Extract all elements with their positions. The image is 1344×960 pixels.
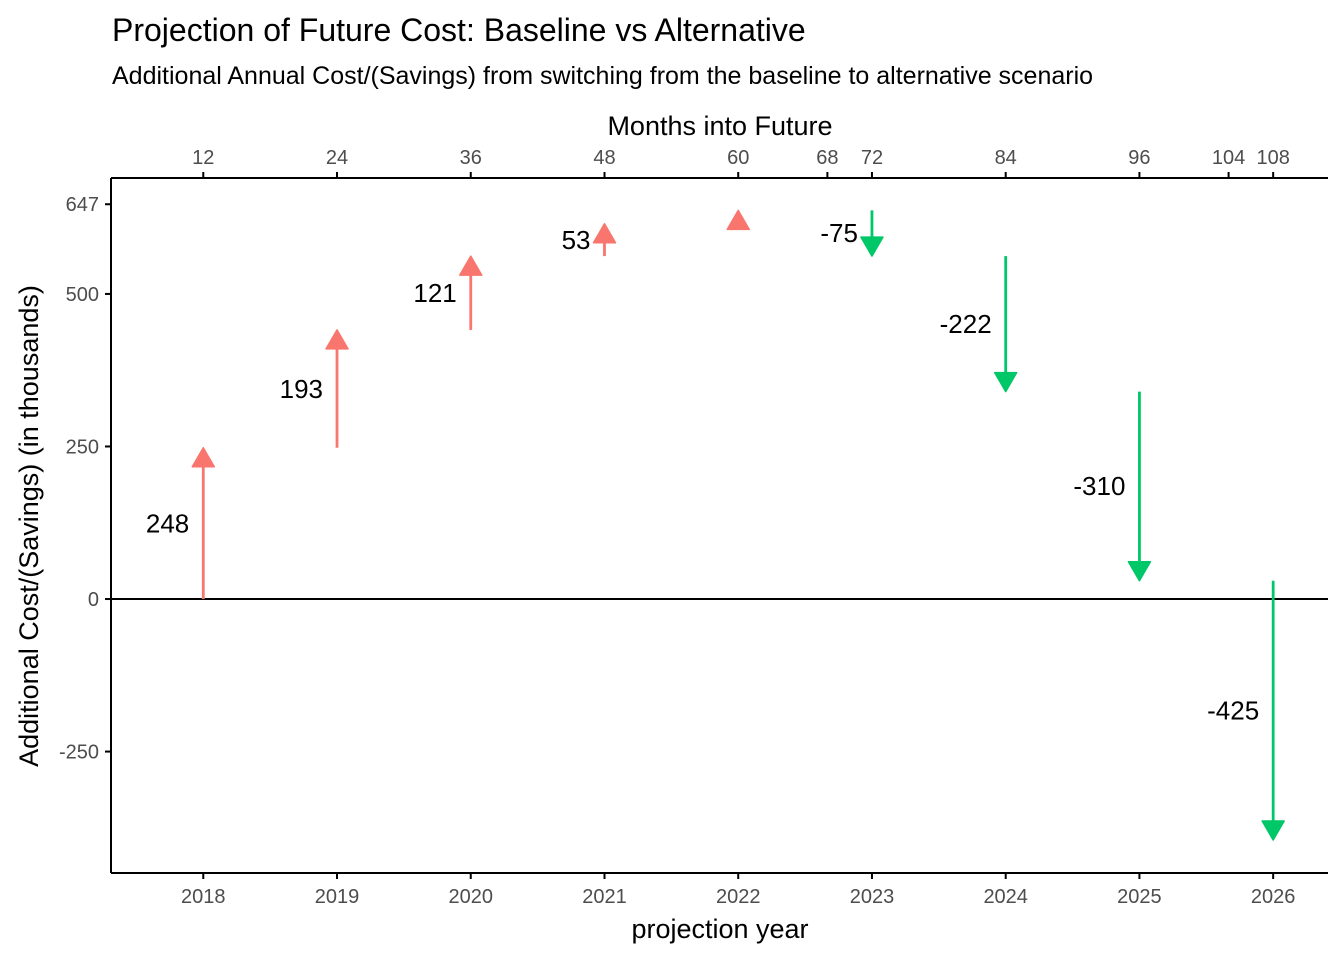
arrow-head <box>459 255 483 276</box>
chart-subtitle: Additional Annual Cost/(Savings) from sw… <box>112 62 1093 90</box>
x2-tick-label: 96 <box>1128 147 1150 169</box>
arrow-value-label: 248 <box>146 508 189 538</box>
x-tick-label: 2026 <box>1251 886 1296 908</box>
arrow-value-label: 121 <box>413 278 456 308</box>
arrow-head <box>860 236 884 257</box>
x2-tick-label: 48 <box>593 147 615 169</box>
x2-tick-label: 84 <box>995 147 1017 169</box>
x-tick-label: 2020 <box>449 886 494 908</box>
x-tick-label: 2024 <box>983 886 1028 908</box>
arrow-value-label: -222 <box>940 309 992 339</box>
axes: -250 0 250 500 647 2018 2019 2020 2021 2022 2023 20… <box>59 147 1328 908</box>
arrow-value-label: 53 <box>562 225 591 255</box>
chart-title: Projection of Future Cost: Baseline vs A… <box>112 12 806 48</box>
x-tick-label: 2022 <box>716 886 761 908</box>
x-tick-label: 2023 <box>850 886 895 908</box>
y-tick-label: 0 <box>88 589 99 611</box>
arrow-value-label: -425 <box>1207 695 1259 725</box>
data-labels: 248 193 121 53 -75 -222 -310 -425 <box>146 218 1259 725</box>
arrow-head <box>592 223 617 244</box>
y-tick-label: 500 <box>66 284 99 306</box>
arrow-head <box>191 446 216 468</box>
y-axis-title: Additional Cost/(Savings) (in thousands) <box>14 285 44 767</box>
arrow-value-label: -75 <box>820 218 858 248</box>
top-axis-title: Months into Future <box>607 111 832 141</box>
x2-tick-label: 108 <box>1256 147 1289 169</box>
arrow-head <box>325 329 349 350</box>
x-tick-label: 2021 <box>582 886 627 908</box>
arrow-head <box>1261 820 1285 841</box>
arrow-head <box>726 209 750 231</box>
x2-tick-label: 68 <box>816 147 838 169</box>
x2-tick-label: 60 <box>727 147 749 169</box>
arrow-value-label: 193 <box>280 374 323 404</box>
x-tick-label: 2018 <box>181 886 226 908</box>
x2-tick-label: 72 <box>861 147 883 169</box>
y-tick-label: -250 <box>59 742 99 764</box>
arrow-head <box>1127 560 1152 582</box>
arrow-value-label: -310 <box>1073 471 1125 501</box>
x-tick-label: 2025 <box>1117 886 1162 908</box>
x2-tick-label: 24 <box>326 147 348 169</box>
y-tick-label: 647 <box>66 194 99 216</box>
arrow-marks <box>191 209 1285 841</box>
x-tick-label: 2019 <box>315 886 360 908</box>
x2-tick-label: 12 <box>192 147 214 169</box>
bottom-axis-title: projection year <box>631 914 808 944</box>
arrow-head <box>993 371 1018 393</box>
y-tick-label: 250 <box>66 436 99 458</box>
x2-tick-label: 104 <box>1212 147 1245 169</box>
x2-tick-label: 36 <box>460 147 482 169</box>
